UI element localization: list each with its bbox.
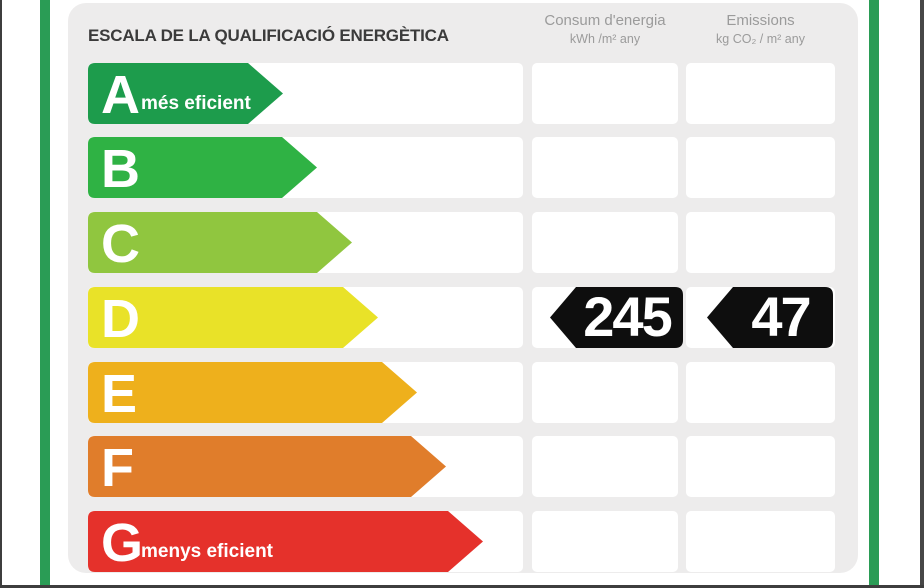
consumption-label: Consum d'energia [544,12,666,29]
consumption-cell [532,436,678,497]
grade-row-a: A més eficient [0,63,924,124]
grade-letter-a: A [101,64,140,125]
frame-right-border [920,0,924,588]
grade-letter-e: E [101,363,138,424]
green-stripe-right [869,0,879,585]
green-stripe-left [40,0,50,585]
grade-row-d: D 245 47 [0,287,924,348]
consumption-value-badge: 245 [550,287,683,348]
emissions-unit: kg CO₂ / m² any [716,32,805,46]
grade-arrow-c [88,212,352,273]
grade-letter-b: B [101,138,140,199]
most-efficient-label: més eficient [141,93,251,114]
left-arrow-badge-icon [707,287,833,348]
grade-arrow-a [88,63,283,124]
consumption-cell [532,212,678,273]
grade-arrow-e [88,362,417,423]
grade-row-e: E [0,362,924,423]
column-header-consumption: Consum d'energia kWh /m² any [532,12,678,46]
consumption-cell [532,362,678,423]
grade-letter-g: G [101,512,144,573]
grade-row-f: F [0,436,924,497]
emissions-cell [686,436,835,497]
left-arrow-badge-icon [550,287,683,348]
column-header-emissions: Emissions kg CO₂ / m² any [686,12,835,46]
emissions-cell [686,362,835,423]
grade-letter-f: F [101,437,134,498]
consumption-unit: kWh /m² any [569,32,641,46]
emissions-cell [686,63,835,124]
frame-left-border [0,0,2,588]
frame-bottom-border [0,585,924,588]
grade-row-g: G menys eficient [0,511,924,572]
emissions-cell [686,137,835,198]
grade-arrow-g [88,511,483,572]
grade-letter-d: D [101,288,140,349]
grade-row-b: B [0,137,924,198]
consumption-value: 245 [583,284,672,348]
consumption-cell [532,137,678,198]
consumption-cell [532,63,678,124]
emissions-cell [686,511,835,572]
emissions-value-badge: 47 [707,287,833,348]
consumption-cell [532,511,678,572]
grade-arrow-b [88,137,317,198]
emissions-value: 47 [751,284,811,348]
page-title: ESCALA DE LA QUALIFICACIÓ ENERGÈTICA [88,26,449,45]
grade-letter-c: C [101,213,140,274]
grade-arrow-f [88,436,446,497]
least-efficient-label: menys eficient [141,541,273,562]
emissions-cell [686,212,835,273]
grade-arrow-d [88,287,378,348]
emissions-label: Emissions [726,12,795,29]
grade-row-c: C [0,212,924,273]
